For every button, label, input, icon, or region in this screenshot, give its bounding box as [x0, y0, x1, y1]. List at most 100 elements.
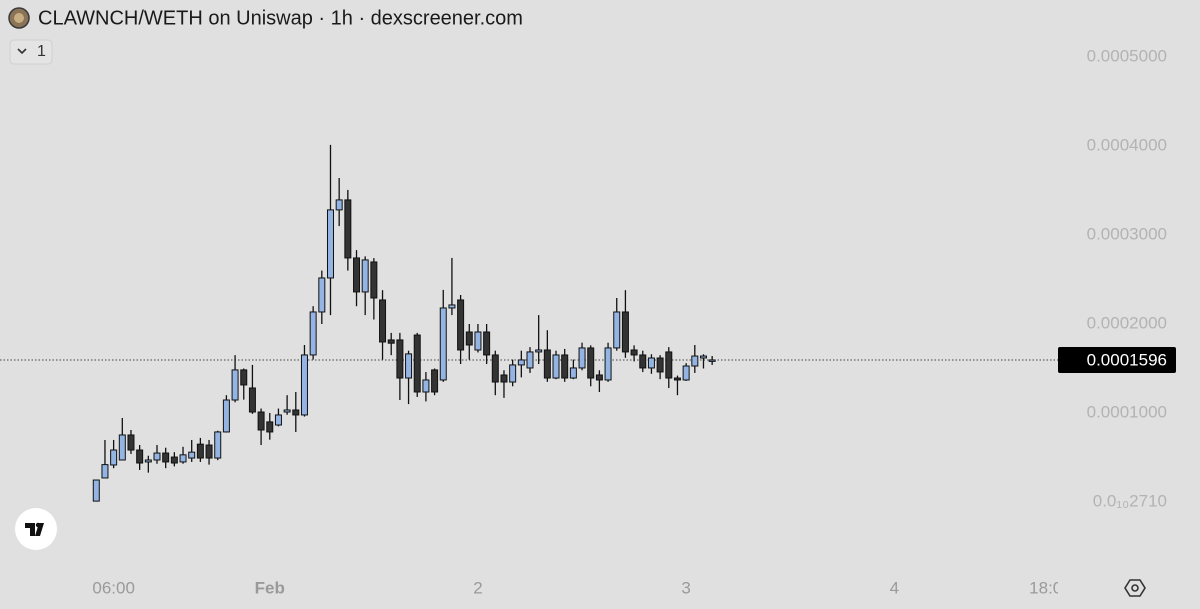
candle-body-down [413, 334, 421, 393]
candle-body-up [448, 304, 456, 309]
indicator-count: 1 [37, 43, 46, 60]
candle-body-up [309, 311, 317, 356]
candle-body-up [474, 331, 482, 351]
y-tick-label: 0.0004000 [1087, 135, 1167, 154]
candle-body-down [353, 257, 361, 293]
candle-body-up [118, 434, 126, 461]
x-tick-label: 4 [890, 578, 899, 597]
chart-title: CLAWNCH/WETH on Uniswap · 1h · dexscreen… [38, 7, 523, 29]
candle-body-down [170, 456, 178, 464]
candle-body-down [587, 347, 595, 379]
candle-body-down [344, 199, 352, 259]
candle-body-up [509, 364, 517, 383]
candle-body-down [543, 349, 551, 379]
candle-body-up [439, 307, 447, 381]
candle-body-up [274, 414, 282, 426]
candle-body-up [188, 451, 196, 459]
candle-body-down [292, 409, 300, 416]
x-tick-label: 18:00 [1029, 578, 1072, 597]
candle-body-down [266, 421, 274, 433]
x-tick-label: 3 [681, 578, 690, 597]
candle-body-up [92, 479, 100, 502]
candle-body-up [578, 347, 586, 369]
candle-body-down [673, 377, 681, 381]
candle-body-up [179, 454, 187, 463]
tv-logo-dot [35, 522, 41, 528]
candle-body-up [361, 259, 369, 293]
settings-center [1131, 584, 1139, 592]
candle-body-up [552, 354, 560, 379]
settings-hex [1124, 579, 1146, 597]
axes: 0.0₁₀2710 0.0001000 0.0002000 0.0003000 0.00… [1058, 46, 1176, 510]
candle-body-up [526, 351, 534, 369]
indicator-toggle[interactable] [9, 39, 53, 65]
candle-body-down [162, 452, 170, 463]
x-tick-label: 2 [473, 578, 482, 597]
candle-body-up [569, 367, 577, 379]
candle-body-up [699, 355, 707, 359]
candle-body-down [656, 357, 664, 373]
candle-body-up [144, 459, 152, 463]
candle-body-down [500, 374, 508, 383]
candle-body-up [335, 199, 343, 211]
y-tick-label: 0.0005000 [1087, 46, 1167, 65]
candle-body-down [561, 354, 569, 379]
last-price-box [1058, 346, 1176, 373]
candle-body-down [196, 443, 204, 459]
candle-body-up [517, 359, 525, 366]
candle-body-up [647, 357, 655, 369]
candle-body-up [110, 449, 118, 466]
candle-body-down [483, 331, 491, 356]
candle-body-up [422, 379, 430, 393]
x-tick-label: 06:00 [92, 578, 135, 597]
candle-body-down [205, 444, 213, 459]
candle-body-down [630, 349, 638, 356]
candle-body-up [283, 409, 291, 413]
candle-body-up [326, 209, 334, 279]
candle-body-down [136, 449, 144, 464]
candle-body-up [682, 365, 690, 381]
candle-body-up [604, 347, 612, 381]
candle-body-down [396, 339, 404, 379]
candle-body-down [465, 331, 473, 346]
candle-body-up [318, 277, 326, 313]
candle-body-up [691, 355, 699, 367]
candle-body-down [621, 311, 629, 353]
candle-body-up [708, 359, 716, 362]
y-tick-label: 0.0003000 [1087, 224, 1167, 243]
tv-logo[interactable] [15, 508, 57, 550]
candle-body-down [431, 369, 439, 393]
candle-body-down [595, 374, 603, 381]
candle-body-down [491, 354, 499, 383]
settings-icon[interactable] [1124, 579, 1146, 597]
candle-body-up [214, 431, 222, 459]
candle-body-up [535, 349, 543, 353]
chevron-icon [17, 48, 27, 55]
token-icon-inner [14, 13, 24, 23]
x-tick-label: Feb [255, 578, 285, 597]
candle-body-up [405, 353, 413, 379]
candle-body-up [101, 464, 109, 479]
y-tick-label: 0.0₁₀2710 [1093, 491, 1167, 510]
candle-body-down [248, 387, 256, 413]
candle-body-up [231, 369, 239, 401]
y-tick-label: 0.0002000 [1087, 313, 1167, 332]
plot-area: 06:00 Feb 2 3 4 18:00 [0, 144, 1072, 597]
candle-body-up [300, 354, 308, 416]
candle-body-down [457, 299, 465, 351]
candle-body-up [613, 311, 621, 349]
candle-body-down [639, 354, 647, 369]
candle-body-down [665, 351, 673, 379]
candle-body-up [222, 399, 230, 433]
candle-body-down [379, 299, 387, 343]
last-price-label: 0.0001596 [1087, 350, 1167, 369]
candle-body-down [387, 339, 395, 344]
y-tick-label: 0.0001000 [1087, 402, 1167, 421]
candle-body-down [240, 369, 248, 386]
candle-body-down [257, 411, 265, 431]
candle-body-down [127, 434, 135, 451]
candle-body-down [370, 261, 378, 299]
